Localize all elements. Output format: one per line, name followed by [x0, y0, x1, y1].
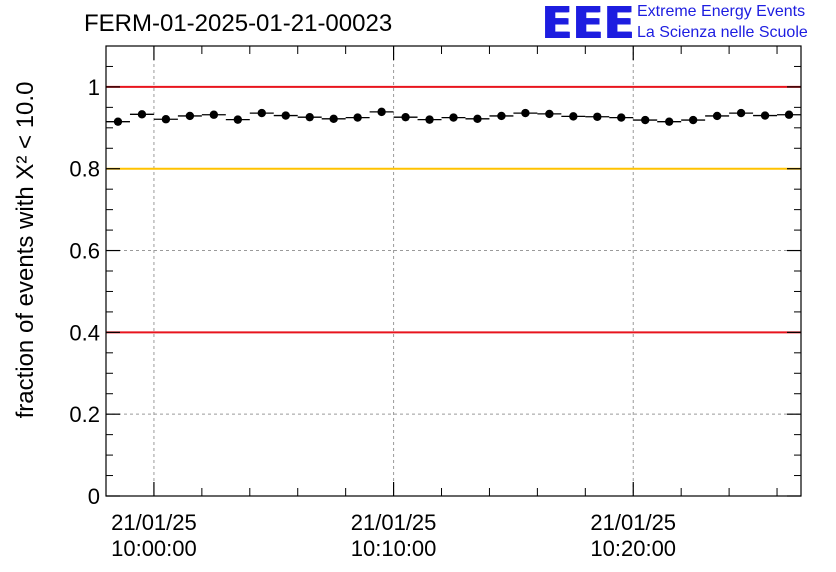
data-point [113, 117, 123, 126]
data-point [329, 114, 338, 124]
data-point [736, 108, 746, 118]
data-point [161, 115, 171, 124]
y-tick-labels: 0 0.2 0.4 0.6 0.8 1 [69, 75, 100, 509]
data-point [377, 107, 386, 117]
x-tick-time-label: 10:10:00 [351, 536, 437, 561]
data-point [233, 115, 243, 124]
chart-title: FERM-01-2025-01-21-00023 [84, 10, 393, 37]
data-point [401, 112, 410, 122]
data-point [281, 111, 290, 120]
data-point [353, 113, 362, 122]
x-tick-date-label: 21/01/25 [590, 510, 676, 535]
data-point [664, 117, 674, 126]
x-tick-date-label: 21/01/25 [351, 510, 437, 535]
data-points [106, 107, 801, 126]
data-point [137, 110, 147, 119]
data-point [712, 111, 722, 121]
reference-lines [106, 85, 801, 334]
data-point [760, 111, 770, 120]
data-point [185, 111, 195, 121]
y-tick-label: 0.4 [69, 320, 100, 345]
data-point [473, 114, 482, 124]
y-tick-label: 0.2 [69, 402, 100, 427]
logo-line-2: La Scienza nelle Scuole [637, 24, 808, 41]
data-point [449, 113, 458, 122]
data-point [305, 112, 314, 122]
data-point [569, 112, 578, 121]
y-tick-label: 0.6 [69, 239, 100, 264]
data-point [521, 108, 530, 118]
x-tick-labels: 21/01/2510:00:0021/01/2510:10:0021/01/25… [111, 510, 676, 561]
x-tick-date-label: 21/01/25 [111, 510, 197, 535]
data-point [209, 110, 219, 119]
y-tick-label: 0.8 [69, 157, 100, 182]
plot-frame [105, 45, 802, 497]
y-tick-label: 1 [88, 75, 100, 100]
data-point [593, 112, 602, 121]
data-point [617, 113, 626, 122]
data-point [497, 111, 506, 121]
data-point [784, 110, 794, 119]
y-axis-label: fraction of events with X² < 10.0 [12, 82, 39, 419]
data-point [688, 115, 698, 125]
data-point [545, 109, 554, 119]
data-point [641, 115, 650, 125]
eee-logo: EEE [542, 0, 636, 49]
x-tick-time-label: 10:20:00 [590, 536, 676, 561]
data-point [257, 108, 266, 118]
y-tick-label: 0 [88, 484, 100, 509]
data-point [425, 115, 434, 124]
x-tick-time-label: 10:00:00 [111, 536, 197, 561]
logo-line-1: Extreme Energy Events [637, 3, 806, 20]
